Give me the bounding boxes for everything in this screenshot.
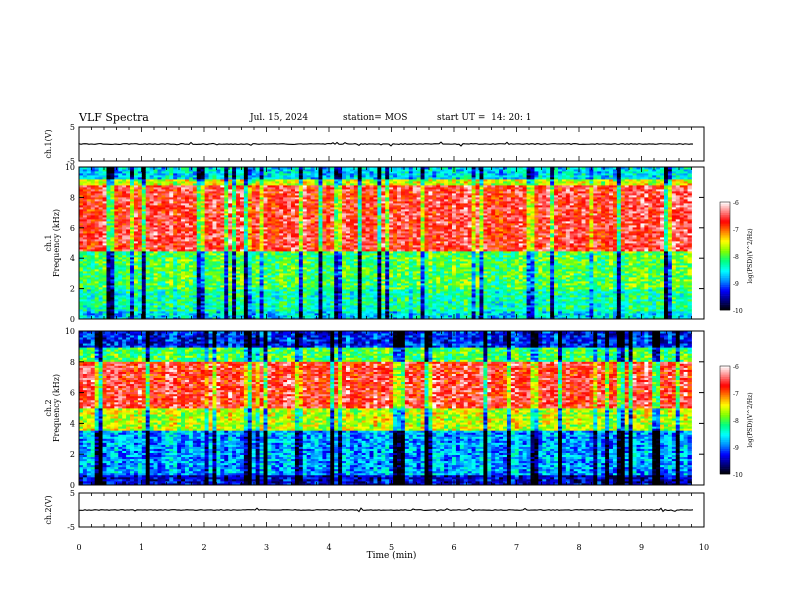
x-tick-label: 10: [699, 543, 709, 552]
x-tick-label: 8: [576, 543, 581, 552]
x-tick-label: 9: [639, 543, 644, 552]
ch2-waveform-ylabel: ch.2(V): [44, 495, 53, 524]
ch1-spectrogram-colorbar-tick: -8: [733, 254, 739, 261]
ch1-spectrogram-colorbar-label: log(PSD)(V^2/Hz): [747, 228, 754, 283]
ch1-spectrogram-colorbar-tick: -7: [733, 227, 739, 234]
ch2-spectrogram-colorbar-tick: -6: [733, 364, 739, 371]
ch2-spectrogram-colorbar-tick: -10: [733, 472, 743, 479]
ch1-waveform-ylabel: ch.1(V): [44, 129, 53, 158]
ch2-waveform-ytick-label: 5: [70, 489, 75, 498]
ch1-spectrogram-image: [79, 167, 692, 319]
ch1-spectrogram-colorbar-tick: -9: [733, 281, 739, 288]
ch2-spectrogram-image: [79, 331, 692, 485]
ch1-spectrogram-ytick-label: 2: [70, 285, 75, 294]
ch2-spectrogram-ytick-label: 8: [70, 358, 75, 367]
ch2-spectrogram-ylabel-frequency: Frequency (kHz): [52, 374, 61, 442]
ch1-waveform-ytick-label: -5: [67, 157, 75, 166]
ch2-spectrogram-ytick-label: 6: [70, 389, 75, 398]
ch2-spectrogram-colorbar-tick: -7: [733, 391, 739, 398]
ch1-waveform-trace: [79, 142, 693, 146]
ch2-spectrogram-colorbar-label: log(PSD)(V^2/Hz): [747, 392, 754, 447]
x-tick-label: 4: [326, 543, 331, 552]
ch1-spectrogram-colorbar-tick: -10: [733, 308, 743, 315]
x-tick-label: 7: [514, 543, 519, 552]
ch1-spectrogram-ytick-label: 8: [70, 193, 75, 202]
ch1-waveform-ytick-label: 5: [70, 123, 75, 132]
ch1-spectrogram-ytick-label: 6: [70, 224, 75, 233]
x-tick-label: 2: [201, 543, 206, 552]
ch1-spectrogram-colorbar: [720, 202, 730, 310]
ch2-waveform-trace: [79, 508, 693, 511]
ch2-spectrogram-ytick-label: 10: [65, 327, 75, 336]
x-tick-label: 6: [451, 543, 456, 552]
x-axis-label: Time (min): [367, 550, 417, 561]
ch1-spectrogram-ylabel-frequency: Frequency (kHz): [52, 209, 61, 277]
x-tick-label: 0: [76, 543, 81, 552]
ch1-spectrogram-colorbar-tick: -6: [733, 200, 739, 207]
ch2-spectrogram-ytick-label: 4: [70, 419, 75, 428]
x-tick-label: 3: [264, 543, 269, 552]
ch2-waveform-ytick-label: -5: [67, 523, 75, 532]
x-tick-label: 1: [139, 543, 144, 552]
ch2-spectrogram-colorbar: [720, 366, 730, 474]
ch2-spectrogram-colorbar-tick: -9: [733, 445, 739, 452]
ch1-spectrogram-ytick-label: 0: [70, 315, 75, 324]
ch1-spectrogram-ytick-label: 4: [70, 254, 75, 263]
ch2-spectrogram-colorbar-tick: -8: [733, 418, 739, 425]
ch2-spectrogram-ytick-label: 2: [70, 450, 75, 459]
